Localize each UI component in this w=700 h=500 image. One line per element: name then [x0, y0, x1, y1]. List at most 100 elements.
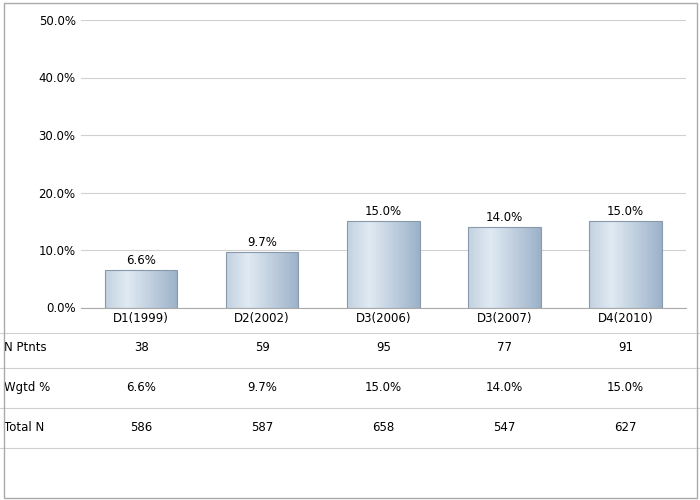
Bar [524, 227, 525, 308]
Bar [409, 221, 410, 308]
Bar [489, 227, 490, 308]
Bar [507, 227, 508, 308]
Bar [397, 221, 398, 308]
Bar [358, 221, 359, 308]
Bar [107, 270, 108, 308]
Bar [603, 221, 605, 308]
Text: Total N: Total N [4, 421, 43, 434]
Bar [170, 270, 172, 308]
Bar [127, 270, 129, 308]
Bar [233, 252, 235, 308]
Bar [239, 252, 240, 308]
Bar [231, 252, 232, 308]
Text: 15.0%: 15.0% [607, 206, 644, 218]
Bar [635, 221, 636, 308]
Bar [657, 221, 658, 308]
Bar [245, 252, 246, 308]
Bar [484, 227, 485, 308]
Bar [477, 227, 479, 308]
Bar [640, 221, 641, 308]
Bar [615, 221, 616, 308]
Bar [613, 221, 615, 308]
Bar [387, 221, 388, 308]
Bar [486, 227, 487, 308]
Bar [654, 221, 656, 308]
Bar [105, 270, 106, 308]
Bar [150, 270, 152, 308]
Text: 15.0%: 15.0% [365, 206, 402, 218]
Bar [530, 227, 531, 308]
Bar [394, 221, 395, 308]
Bar [237, 252, 238, 308]
Bar [638, 221, 639, 308]
Bar [513, 227, 514, 308]
Bar [123, 270, 124, 308]
Bar [354, 221, 356, 308]
Bar [248, 252, 250, 308]
Bar [527, 227, 528, 308]
Text: N Ptnts: N Ptnts [4, 341, 46, 354]
Bar [404, 221, 405, 308]
Bar [405, 221, 406, 308]
Bar [470, 227, 472, 308]
Bar [616, 221, 617, 308]
Bar [406, 221, 407, 308]
Text: 6.6%: 6.6% [126, 381, 156, 394]
Bar [652, 221, 653, 308]
Bar [113, 270, 114, 308]
Bar [117, 270, 118, 308]
Bar [251, 252, 253, 308]
Bar [528, 227, 530, 308]
Bar [235, 252, 237, 308]
Bar [372, 221, 374, 308]
Text: 9.7%: 9.7% [247, 236, 277, 249]
Text: 547: 547 [494, 421, 515, 434]
Bar [382, 221, 384, 308]
Bar [391, 221, 392, 308]
Bar [636, 221, 638, 308]
Bar [240, 252, 241, 308]
Bar [496, 227, 497, 308]
Bar [291, 252, 293, 308]
Bar [238, 252, 239, 308]
Bar [162, 270, 163, 308]
Bar [278, 252, 279, 308]
Bar [630, 221, 631, 308]
Bar [491, 227, 492, 308]
Bar [253, 252, 255, 308]
Bar [267, 252, 268, 308]
Bar [485, 227, 486, 308]
Bar [468, 227, 469, 308]
Bar [165, 270, 167, 308]
Bar [273, 252, 274, 308]
Bar [241, 252, 243, 308]
Bar [535, 227, 536, 308]
Bar [645, 221, 646, 308]
Bar [155, 270, 157, 308]
Text: 14.0%: 14.0% [486, 211, 523, 224]
Text: 9.7%: 9.7% [247, 381, 277, 394]
Bar [295, 252, 296, 308]
Bar [167, 270, 168, 308]
Bar [280, 252, 281, 308]
Bar [363, 221, 364, 308]
Bar [510, 227, 512, 308]
Bar [366, 221, 368, 308]
Bar [271, 252, 272, 308]
Text: 14.0%: 14.0% [486, 381, 523, 394]
Bar [617, 221, 618, 308]
Bar [505, 227, 507, 308]
Bar [596, 221, 598, 308]
Bar [244, 252, 245, 308]
Bar [268, 252, 270, 308]
Bar [594, 221, 595, 308]
Bar [260, 252, 261, 308]
Bar [595, 221, 596, 308]
Bar [656, 221, 657, 308]
Bar [622, 221, 623, 308]
Bar [598, 221, 600, 308]
Bar [352, 221, 353, 308]
Bar [608, 221, 610, 308]
Bar [620, 221, 621, 308]
Bar [407, 221, 409, 308]
